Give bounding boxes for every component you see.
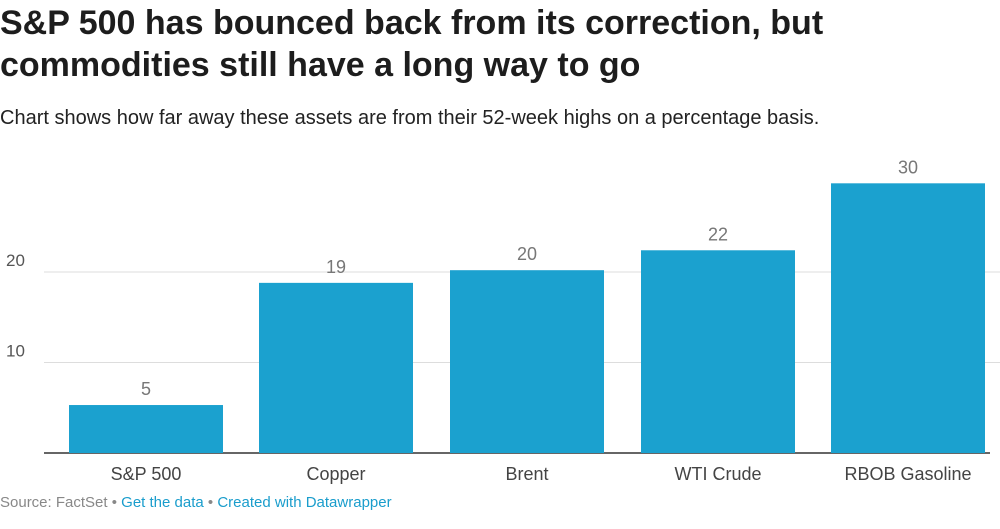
footer: Source: FactSet • Get the data • Created… [0, 493, 392, 513]
chart-title: S&P 500 has bounced back from its correc… [0, 4, 824, 84]
get-data-link[interactable]: Get the data [121, 494, 204, 511]
label-layer: 5 S&P 500 19 Copper 20 Brent 22 WTI Crude 30 RBOB… [111, 157, 972, 484]
bar-2 [450, 270, 604, 453]
value-label: 20 [517, 244, 537, 264]
value-label: 5 [141, 379, 151, 399]
category-label: RBOB Gasoline [844, 464, 971, 484]
category-label: WTI Crude [674, 464, 761, 484]
y-tick-label: 20 [6, 251, 25, 270]
value-label: 19 [326, 257, 346, 277]
bar-3 [641, 250, 795, 453]
bar-4 [831, 183, 985, 453]
source-text: Source: FactSet [0, 494, 108, 511]
value-label: 22 [708, 224, 728, 244]
value-label: 30 [898, 157, 918, 177]
chart-subtitle: Chart shows how far away these assets ar… [0, 107, 820, 129]
footer-separator: • [111, 494, 117, 511]
bar-layer [69, 183, 985, 453]
y-tick-label: 10 [6, 342, 25, 361]
category-label: Copper [306, 464, 365, 484]
bar-0 [69, 405, 223, 453]
category-label: S&P 500 [111, 464, 182, 484]
bar-1 [259, 282, 413, 453]
footer-separator: • [207, 494, 214, 511]
category-label: Brent [505, 464, 548, 484]
datawrapper-link[interactable]: Created with Datawrapper [217, 494, 392, 511]
